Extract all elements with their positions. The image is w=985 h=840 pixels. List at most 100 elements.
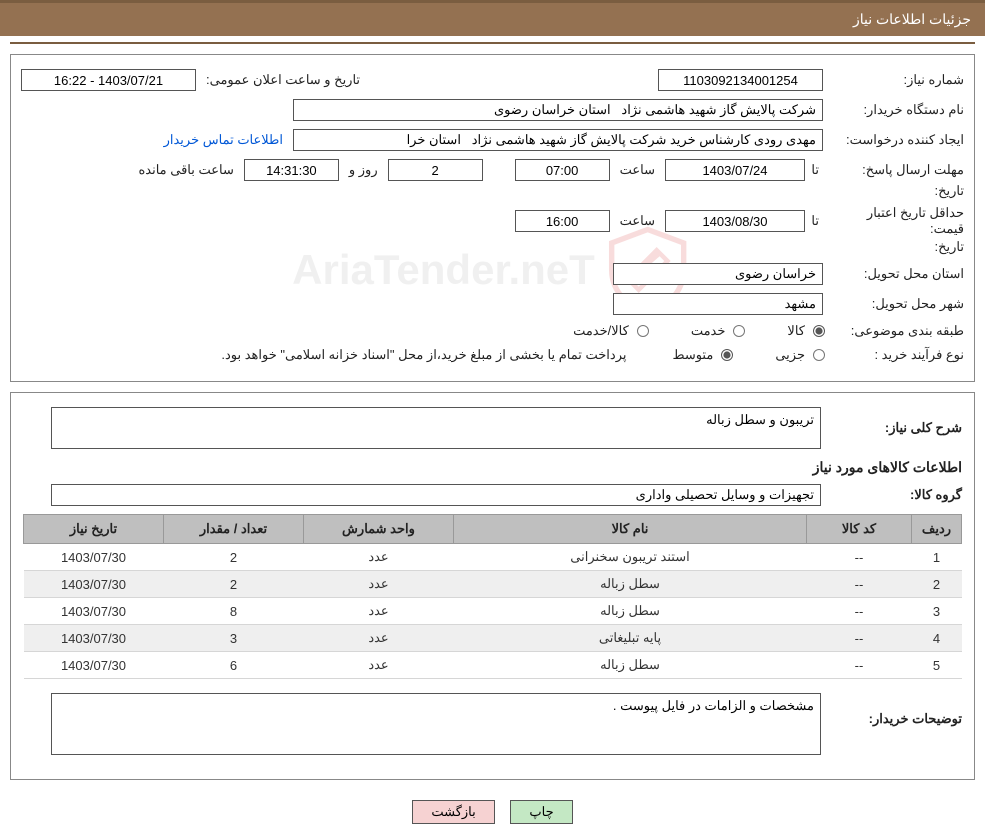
- row-delivery-city: شهر محل تحویل:: [21, 293, 964, 315]
- hours-remaining-label: ساعت باقی مانده: [134, 162, 237, 178]
- th-name: نام کالا: [454, 515, 807, 544]
- page-title: جزئیات اطلاعات نیاز: [853, 11, 971, 27]
- items-table: ردیف کد کالا نام کالا واحد شمارش تعداد /…: [23, 514, 962, 679]
- cell-name: سطل زباله: [454, 598, 807, 625]
- to-date-label-1: تاریخ:: [829, 183, 964, 199]
- cell-unit: عدد: [304, 598, 454, 625]
- cell-idx: 1: [912, 544, 962, 571]
- cell-unit: عدد: [304, 544, 454, 571]
- cell-qty: 8: [164, 598, 304, 625]
- radio-service-label: خدمت: [687, 323, 730, 339]
- row-price-validity: حداقل تاریخ اعتبار قیمت: تا ساعت: [21, 205, 964, 237]
- buyer-contact-link[interactable]: اطلاعات تماس خریدار: [164, 132, 283, 148]
- delivery-province-field[interactable]: [613, 263, 823, 285]
- row-need-number: شماره نیاز: تاریخ و ساعت اعلان عمومی:: [21, 69, 964, 91]
- th-qty: تعداد / مقدار: [164, 515, 304, 544]
- cell-date: 1403/07/30: [24, 571, 164, 598]
- cell-code: --: [807, 652, 912, 679]
- th-idx: ردیف: [912, 515, 962, 544]
- reply-deadline-label: مهلت ارسال پاسخ:: [829, 162, 964, 178]
- th-date: تاریخ نیاز: [24, 515, 164, 544]
- purchase-type-label: نوع فرآیند خرید :: [829, 347, 964, 363]
- cell-name: سطل زباله: [454, 571, 807, 598]
- cell-code: --: [807, 625, 912, 652]
- cell-code: --: [807, 598, 912, 625]
- need-number-field[interactable]: [658, 69, 823, 91]
- price-validity-label: حداقل تاریخ اعتبار قیمت:: [829, 205, 964, 237]
- radio-medium-label: متوسط: [668, 347, 717, 363]
- reply-date-field[interactable]: [665, 159, 805, 181]
- cell-date: 1403/07/30: [24, 652, 164, 679]
- row-reply-deadline: مهلت ارسال پاسخ: تا ساعت روز و ساعت باقی…: [21, 159, 964, 181]
- cell-qty: 6: [164, 652, 304, 679]
- delivery-province-label: استان محل تحویل:: [829, 266, 964, 282]
- radio-medium[interactable]: [721, 349, 733, 361]
- table-row: 2--سطل زبالهعدد21403/07/30: [24, 571, 962, 598]
- time-remaining-field[interactable]: [244, 159, 339, 181]
- goods-group-field[interactable]: [51, 484, 821, 506]
- cell-unit: عدد: [304, 652, 454, 679]
- cell-name: پایه تبلیغاتی: [454, 625, 807, 652]
- table-header-row: ردیف کد کالا نام کالا واحد شمارش تعداد /…: [24, 515, 962, 544]
- cell-name: استند تریبون سخنرانی: [454, 544, 807, 571]
- days-and-label: روز و: [345, 162, 382, 178]
- buyer-notes-label: توضیحات خریدار:: [827, 693, 962, 727]
- radio-partial-label: جزیی: [771, 347, 809, 363]
- radio-goods-service-label: کالا/خدمت: [569, 323, 633, 339]
- cell-unit: عدد: [304, 571, 454, 598]
- table-row: 3--سطل زبالهعدد81403/07/30: [24, 598, 962, 625]
- row-requester: ایجاد کننده درخواست: اطلاعات تماس خریدار: [21, 129, 964, 151]
- hour-label-1: ساعت: [616, 162, 659, 178]
- price-valid-time-field[interactable]: [515, 210, 610, 232]
- cell-code: --: [807, 544, 912, 571]
- hour-label-2: ساعت: [616, 213, 659, 229]
- radio-goods-label: کالا: [783, 323, 809, 339]
- reply-time-field[interactable]: [515, 159, 610, 181]
- radio-goods[interactable]: [813, 325, 825, 337]
- requester-field[interactable]: [293, 129, 823, 151]
- radio-service[interactable]: [733, 325, 745, 337]
- buyer-org-label: نام دستگاه خریدار:: [829, 102, 964, 118]
- need-summary-field[interactable]: [51, 407, 821, 449]
- topic-class-label: طبقه بندی موضوعی:: [829, 323, 964, 339]
- announce-datetime-label: تاریخ و ساعت اعلان عمومی:: [202, 72, 364, 88]
- row-reply-deadline-sub: تاریخ:: [21, 183, 964, 199]
- cell-name: سطل زباله: [454, 652, 807, 679]
- cell-date: 1403/07/30: [24, 544, 164, 571]
- delivery-city-field[interactable]: [613, 293, 823, 315]
- details-panel: AriaTender.neT شماره نیاز: تاریخ و ساعت …: [10, 54, 975, 382]
- radio-partial[interactable]: [813, 349, 825, 361]
- need-summary-label: شرح کلی نیاز:: [827, 420, 962, 436]
- table-row: 1--استند تریبون سخنرانیعدد21403/07/30: [24, 544, 962, 571]
- row-buyer-org: نام دستگاه خریدار:: [21, 99, 964, 121]
- row-buyer-notes: توضیحات خریدار:: [23, 693, 962, 755]
- row-purchase-type: نوع فرآیند خرید : جزیی متوسط پرداخت تمام…: [21, 347, 964, 363]
- to-label-2: تا: [811, 213, 823, 229]
- goods-group-label: گروه کالا:: [827, 487, 962, 503]
- buyer-org-field[interactable]: [293, 99, 823, 121]
- need-number-label: شماره نیاز:: [829, 72, 964, 88]
- divider: [10, 42, 975, 44]
- announce-datetime-field[interactable]: [21, 69, 196, 91]
- cell-idx: 5: [912, 652, 962, 679]
- button-row: چاپ بازگشت: [0, 790, 985, 838]
- radio-goods-service[interactable]: [637, 325, 649, 337]
- details-content: شماره نیاز: تاریخ و ساعت اعلان عمومی: نا…: [21, 69, 964, 363]
- page: جزئیات اطلاعات نیاز AriaTender.neT شماره…: [0, 0, 985, 838]
- cell-idx: 3: [912, 598, 962, 625]
- cell-unit: عدد: [304, 625, 454, 652]
- print-button[interactable]: چاپ: [510, 800, 572, 824]
- table-row: 5--سطل زبالهعدد61403/07/30: [24, 652, 962, 679]
- price-valid-date-field[interactable]: [665, 210, 805, 232]
- th-code: کد کالا: [807, 515, 912, 544]
- days-remaining-field[interactable]: [388, 159, 483, 181]
- requester-label: ایجاد کننده درخواست:: [829, 132, 964, 148]
- back-button[interactable]: بازگشت: [412, 800, 494, 824]
- th-unit: واحد شمارش: [304, 515, 454, 544]
- cell-date: 1403/07/30: [24, 625, 164, 652]
- buyer-notes-field[interactable]: [51, 693, 821, 755]
- cell-qty: 2: [164, 571, 304, 598]
- cell-qty: 3: [164, 625, 304, 652]
- to-date-label-2: تاریخ:: [829, 239, 964, 255]
- row-need-summary: شرح کلی نیاز:: [23, 407, 962, 449]
